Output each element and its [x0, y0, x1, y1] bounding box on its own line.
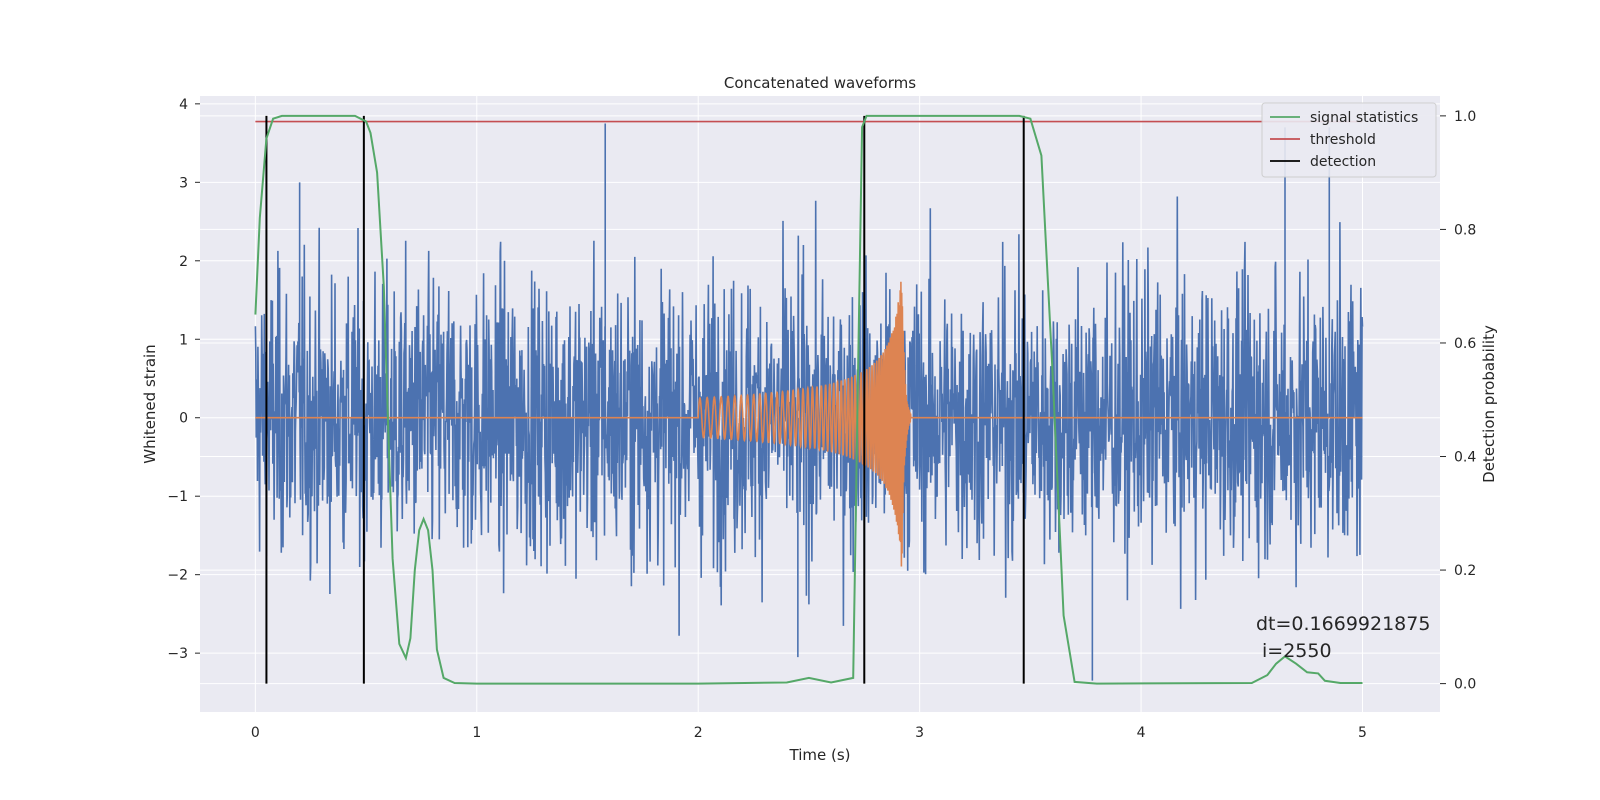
legend-label-detection: detection [1310, 154, 1376, 170]
y-left-tick-label: 4 [179, 97, 188, 113]
series-right-axis [254, 114, 1363, 685]
x-tick-label: 5 [1358, 725, 1367, 741]
ticks: 0 1 2 3 4 5 −3 −2 −1 0 1 2 3 4 0.0 0.2 0.4 0.6 0.8 1.0 [167, 97, 1476, 741]
legend-label-signal-statistics: signal statistics [1310, 110, 1418, 126]
x-axis-label: Time (s) [789, 746, 851, 764]
noise-line [254, 196, 1364, 636]
legend-box [1261, 102, 1437, 178]
y-axis-label-left: Whitened strain [141, 344, 159, 463]
y-left-tick-label: 0 [179, 411, 188, 427]
series-injected-chirp [255, 281, 1363, 567]
signal-statistics-line [254, 114, 1363, 685]
legend: signal statistics threshold detection [1261, 102, 1437, 178]
x-tick-label: 1 [472, 725, 481, 741]
y-left-tick-label: −2 [167, 568, 188, 584]
y-left-tick-label: 3 [179, 175, 188, 191]
series-whitened-noise [254, 123, 1364, 681]
y-axis-label-right: Detection probability [1480, 325, 1498, 483]
y-right-tick-label: 0.8 [1454, 222, 1476, 238]
annotation-i: i=2550 [1262, 640, 1332, 662]
x-tick-label: 3 [915, 725, 924, 741]
y-right-tick-label: 1.0 [1454, 109, 1476, 125]
x-tick-label: 4 [1137, 725, 1146, 741]
y-left-tick-label: 1 [179, 332, 188, 348]
annotation-dt: dt=0.1669921875 [1256, 613, 1430, 635]
chart-title: Concatenated waveforms [724, 74, 916, 92]
x-tick-label: 2 [694, 725, 703, 741]
y-right-tick-label: 0.6 [1454, 336, 1476, 352]
y-left-tick-label: −3 [167, 646, 188, 662]
x-tick-label: 0 [251, 725, 260, 741]
y-right-tick-label: 0.2 [1454, 563, 1476, 579]
y-left-tick-label: 2 [179, 254, 188, 270]
chirp-line [255, 281, 1363, 567]
y-right-tick-label: 0.4 [1454, 450, 1476, 466]
legend-label-threshold: threshold [1310, 132, 1376, 148]
y-left-tick-label: −1 [167, 489, 188, 505]
y-right-tick-label: 0.0 [1454, 677, 1476, 693]
